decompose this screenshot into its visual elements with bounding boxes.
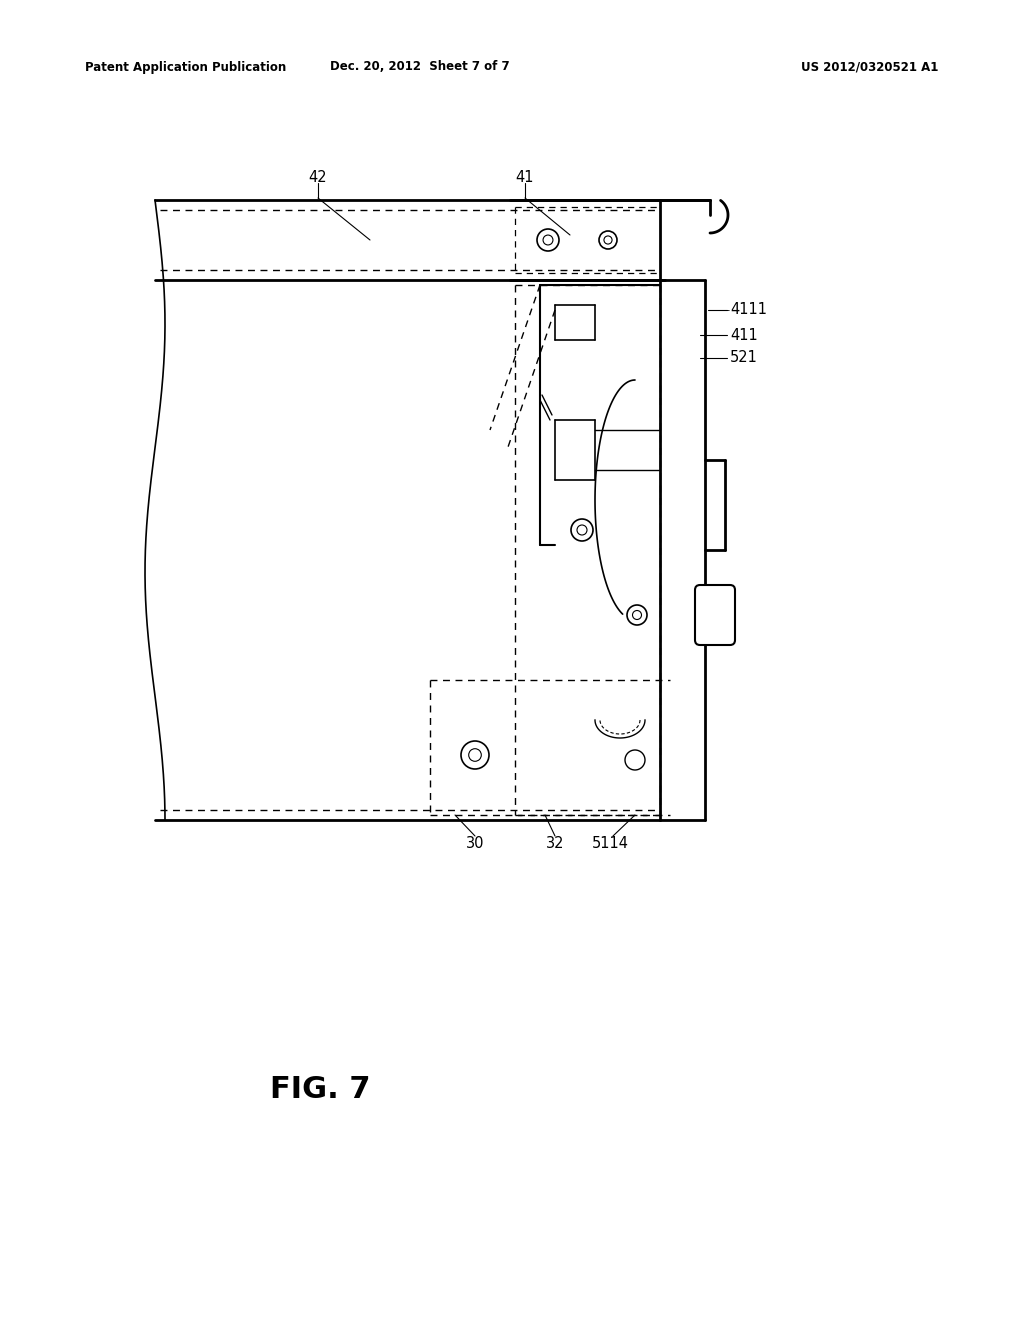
Circle shape — [469, 748, 481, 762]
Circle shape — [537, 228, 559, 251]
Text: US 2012/0320521 A1: US 2012/0320521 A1 — [802, 61, 939, 74]
Circle shape — [633, 610, 641, 619]
Circle shape — [625, 750, 645, 770]
Text: 4111: 4111 — [730, 302, 767, 318]
Circle shape — [543, 235, 553, 246]
Text: Dec. 20, 2012  Sheet 7 of 7: Dec. 20, 2012 Sheet 7 of 7 — [330, 61, 510, 74]
Text: 521: 521 — [730, 351, 758, 366]
Text: FIG. 7: FIG. 7 — [269, 1076, 371, 1105]
Circle shape — [599, 231, 617, 249]
Circle shape — [571, 519, 593, 541]
Text: 42: 42 — [308, 170, 328, 186]
Text: Patent Application Publication: Patent Application Publication — [85, 61, 287, 74]
Circle shape — [627, 605, 647, 624]
Text: —: — — [705, 352, 716, 363]
Text: 411: 411 — [730, 327, 758, 342]
FancyBboxPatch shape — [695, 585, 735, 645]
Circle shape — [461, 741, 489, 770]
Text: —: — — [705, 330, 716, 341]
Text: 30: 30 — [466, 836, 484, 850]
Text: —: — — [718, 305, 729, 315]
Text: 41: 41 — [516, 170, 535, 186]
Circle shape — [577, 525, 587, 535]
Text: 32: 32 — [546, 836, 564, 850]
Text: 5114: 5114 — [592, 836, 629, 850]
Circle shape — [604, 236, 612, 244]
